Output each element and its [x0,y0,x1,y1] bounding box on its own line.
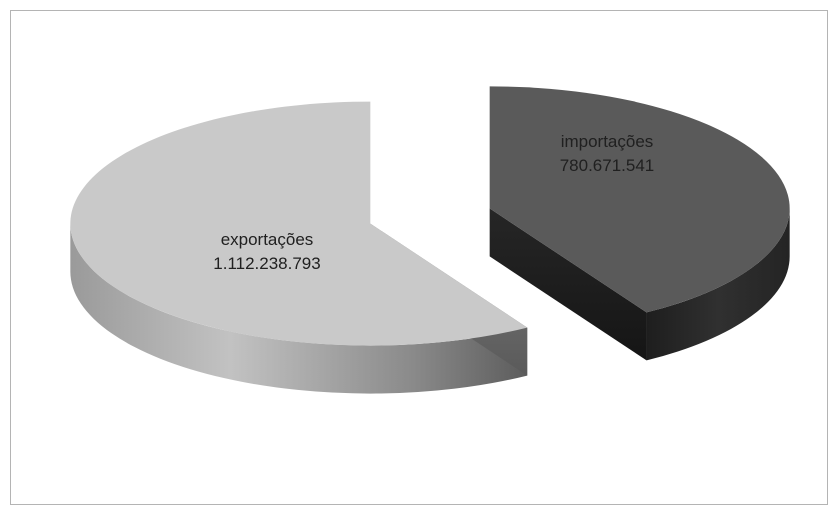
slice-cut-face-importacoes-1 [489,208,647,361]
chart-area: exportações 1.112.238.793 importações 78… [10,10,828,505]
data-label-exportacoes-category: exportações [221,230,314,249]
slice-top-importacoes [489,86,790,313]
pie-chart: exportações 1.112.238.793 importações 78… [70,86,790,394]
slice-top-exportacoes [70,101,528,346]
slice-side-importacoes [646,208,790,361]
data-label-importacoes-value: 780.671.541 [560,156,655,175]
data-label-importacoes-category: importações [561,132,654,151]
slice-side-exportacoes [70,223,528,394]
data-label-exportacoes-value: 1.112.238.793 [213,254,320,273]
